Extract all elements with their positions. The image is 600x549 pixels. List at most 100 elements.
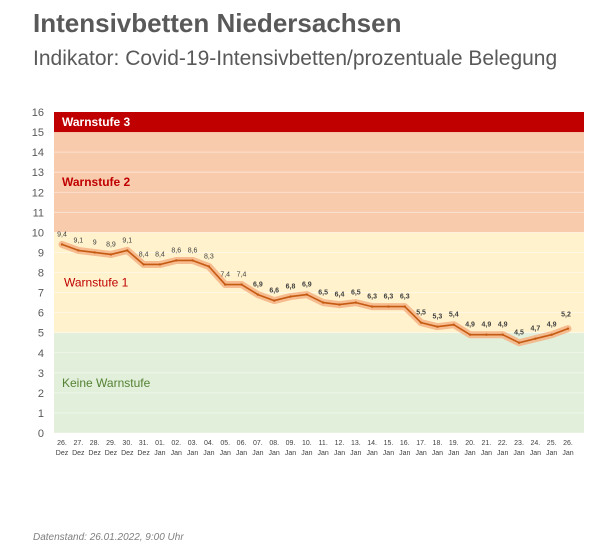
x-tick-month: Jan	[334, 450, 345, 457]
x-tick-month: Jan	[350, 450, 361, 457]
x-tick-month: Jan	[154, 450, 165, 457]
x-tick-day: 11.	[319, 440, 328, 447]
band-label-0: Keine Warnstufe	[62, 376, 151, 390]
band-label-1: Warnstufe 1	[64, 276, 129, 290]
data-label: 8,6	[188, 247, 198, 254]
x-tick-day: 22.	[498, 440, 508, 447]
x-tick-day: 14.	[367, 440, 377, 447]
data-point	[485, 333, 488, 336]
data-point	[93, 251, 96, 254]
x-tick-month: Jan	[269, 450, 280, 457]
data-label: 8,4	[139, 251, 149, 258]
x-tick-day: 13.	[351, 440, 361, 447]
y-tick-label: 13	[32, 167, 44, 179]
data-as-of-note: Datenstand: 26.01.2022, 9:00 Uhr	[33, 532, 184, 543]
data-point	[224, 283, 227, 286]
x-tick-day: 23.	[514, 440, 524, 447]
data-point	[191, 259, 194, 262]
x-tick-month: Jan	[252, 450, 263, 457]
x-tick-day: 24.	[530, 440, 540, 447]
x-tick-month: Dez	[121, 450, 134, 457]
x-tick-day: 26.	[563, 440, 573, 447]
x-tick-day: 10.	[302, 440, 312, 447]
x-tick-month: Jan	[464, 450, 475, 457]
y-tick-label: 9	[38, 247, 44, 259]
x-tick-day: 04.	[204, 440, 214, 447]
x-tick-day: 18.	[433, 440, 443, 447]
data-point	[338, 303, 341, 306]
y-tick-label: 8	[38, 268, 44, 280]
chart-subtitle: Indikator: Covid-19-Intensivbetten/proze…	[33, 47, 558, 70]
data-point	[501, 333, 504, 336]
data-label: 9,4	[57, 231, 67, 238]
data-point	[60, 243, 64, 246]
data-label: 4,9	[482, 322, 492, 329]
y-tick-label: 4	[38, 348, 44, 360]
data-point	[354, 301, 358, 304]
y-tick-label: 3	[38, 368, 44, 380]
x-tick-month: Jan	[497, 450, 508, 457]
data-label: 8,6	[171, 247, 181, 254]
x-tick-day: 30.	[122, 440, 132, 447]
band-label-3: Warnstufe 3	[62, 115, 131, 129]
data-point	[175, 259, 178, 262]
x-tick-month: Jan	[220, 450, 231, 457]
data-label: 9,1	[122, 237, 132, 244]
x-tick-month: Dez	[72, 450, 85, 457]
data-label: 6,6	[269, 288, 279, 295]
band-0	[54, 332, 584, 433]
data-label: 9	[93, 239, 97, 246]
y-tick-label: 1	[38, 408, 44, 420]
band-2	[54, 132, 584, 233]
data-label: 6,3	[400, 294, 410, 301]
x-tick-month: Jan	[546, 450, 557, 457]
x-tick-month: Jan	[448, 450, 459, 457]
data-label: 4,9	[498, 322, 508, 329]
x-tick-month: Jan	[171, 450, 182, 457]
data-point	[387, 305, 390, 308]
x-tick-day: 07.	[253, 440, 263, 447]
x-tick-day: 03.	[188, 440, 198, 447]
x-tick-day: 01.	[155, 440, 165, 447]
x-tick-day: 16.	[400, 440, 410, 447]
y-tick-label: 2	[38, 388, 44, 400]
y-tick-label: 0	[38, 428, 44, 440]
data-label: 6,3	[384, 294, 394, 301]
x-tick-day: 31.	[139, 440, 149, 447]
y-tick-label: 5	[38, 328, 44, 340]
data-label: 8,3	[204, 253, 214, 260]
x-tick-month: Dez	[137, 450, 150, 457]
x-tick-month: Jan	[236, 450, 247, 457]
data-label: 9,1	[73, 237, 83, 244]
data-label: 6,9	[253, 282, 263, 289]
data-point	[534, 337, 537, 340]
data-label: 6,5	[351, 290, 361, 297]
data-label: 4,9	[547, 322, 557, 329]
data-label: 5,4	[449, 312, 459, 319]
x-tick-month: Jan	[530, 450, 541, 457]
x-tick-day: 21.	[482, 440, 492, 447]
x-tick-month: Jan	[415, 450, 426, 457]
data-point	[240, 283, 243, 286]
data-label: 5,2	[561, 312, 571, 319]
x-tick-month: Jan	[301, 450, 312, 457]
data-label: 5,3	[433, 314, 443, 321]
data-label: 7,4	[220, 272, 230, 279]
x-tick-day: 12.	[335, 440, 345, 447]
data-label: 8,4	[155, 251, 165, 258]
x-tick-day: 06.	[237, 440, 247, 447]
x-tick-month: Jan	[513, 450, 524, 457]
x-tick-month: Jan	[481, 450, 492, 457]
data-point	[109, 253, 113, 256]
x-tick-month: Dez	[56, 450, 69, 457]
data-point	[566, 327, 570, 330]
data-point	[272, 299, 276, 302]
data-point	[419, 321, 423, 324]
data-point	[207, 265, 211, 268]
data-label: 7,4	[237, 272, 247, 279]
data-label: 6,8	[286, 284, 296, 291]
x-tick-day: 19.	[449, 440, 459, 447]
data-point	[321, 301, 325, 304]
y-tick-label: 11	[33, 207, 44, 219]
